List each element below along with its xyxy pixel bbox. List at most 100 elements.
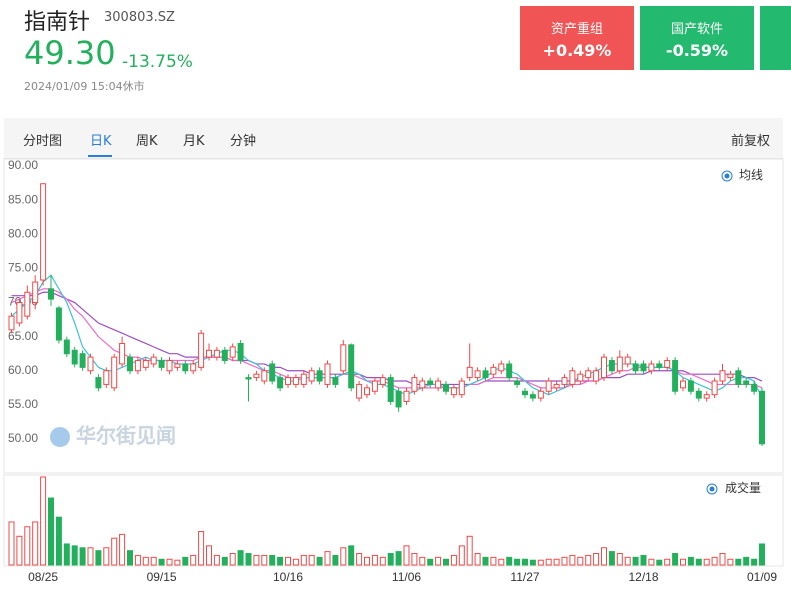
candle-body [711,380,718,396]
card-partial[interactable] [760,6,791,70]
ma-line [11,291,763,386]
tab[interactable]: 分时图 [23,134,63,149]
volume-bar [158,558,165,566]
candle-body [71,349,78,365]
volume-bar [316,556,323,566]
candle-body [608,360,615,372]
candle-body [364,387,370,396]
volume-bar [8,521,15,566]
candle-body [371,380,378,392]
tab[interactable]: 日K [90,134,112,149]
time: 2024/01/09 15:04休市 [24,80,145,93]
candle-body [482,370,489,379]
y-tick-label: 60.00 [8,363,38,377]
volume-bar [640,554,647,566]
x-tick-label: 01/09 [747,570,777,584]
volume-bar [300,554,307,566]
candle-body [569,370,576,385]
volume-bar [482,556,489,566]
candle-body [79,353,86,368]
volume-bar [759,543,765,566]
tab[interactable]: 月K [183,134,205,149]
candle-body [419,380,426,389]
x-tick-label: 11/27 [510,570,539,584]
volume-panel [3,474,784,567]
volume-bar [166,558,173,566]
volume-bar [561,556,568,566]
volume-bar [719,553,726,566]
candle-body [616,356,623,372]
volume-bar [308,554,315,566]
candle-body [229,346,236,358]
volume-bar [395,551,402,566]
volume-bar [514,558,521,566]
volume-bar [593,553,600,566]
candle-body [672,360,679,392]
candle-body [269,363,276,382]
candle-body [174,363,181,368]
volume-bar [387,553,394,566]
candle-body [300,373,307,385]
candle-body [395,390,402,408]
candle-body [8,315,15,331]
candle-body [474,370,481,379]
tag-card[interactable]: 资产重组 +0.49% [520,6,634,70]
y-tick-label: 80.00 [8,226,38,240]
tag-label: 国产软件 [670,22,723,37]
volume-bar [190,554,197,566]
legend-radio-dot [709,486,715,492]
y-tick-label: 65.00 [8,329,38,343]
volume-bar [285,556,291,566]
candle-body [466,366,473,379]
x-tick-label: 11/06 [392,570,421,584]
adjust-tab[interactable]: 前复权 [731,134,771,149]
volume-bar [656,559,663,566]
volume-bar [735,558,742,566]
candle-body [340,344,347,372]
volume-bar [40,476,47,566]
candle-body [182,363,189,372]
candle-body [751,383,758,392]
legend: 均线 [739,168,763,182]
tag-card[interactable]: 国产软件 -0.59% [640,6,754,70]
candle-body [458,380,465,396]
candle-body [664,360,671,368]
candle-body [24,291,31,317]
ma-line [11,288,763,389]
volume-bar [553,558,560,566]
volume-bar [245,553,252,566]
volume-bar [458,545,465,566]
volume-bar [427,558,434,566]
volume-bar [213,554,220,566]
change: -13.75% [122,52,193,72]
candle-body [292,377,299,385]
x-tick-label: 10/16 [273,570,303,584]
legend-radio-dot [724,173,730,179]
volume-bar [624,556,631,566]
candle-body [593,370,600,382]
volume-bar [63,543,70,566]
tag-label: 资产重组 [550,22,603,37]
candle-body [332,377,339,385]
volume-bar [577,556,584,566]
candle-body [16,302,23,324]
candle-body [703,394,710,399]
volume-bar [119,533,126,566]
volume-bar [340,547,347,566]
volume-bar [743,556,750,566]
volume-bar [727,558,734,566]
volume-bar [364,556,370,566]
volume-bar [545,558,552,566]
volume-bar [498,558,505,566]
y-tick-label: 70.00 [8,295,38,309]
tab-underline [88,155,112,157]
volume-bar [48,497,54,566]
volume-bar [601,547,607,566]
candle-body [601,356,607,379]
tab[interactable]: 分钟 [230,134,257,149]
candle-body [687,380,694,392]
watermark-logo [50,427,70,447]
candle-body [127,356,133,372]
tab[interactable]: 周K [136,134,158,149]
